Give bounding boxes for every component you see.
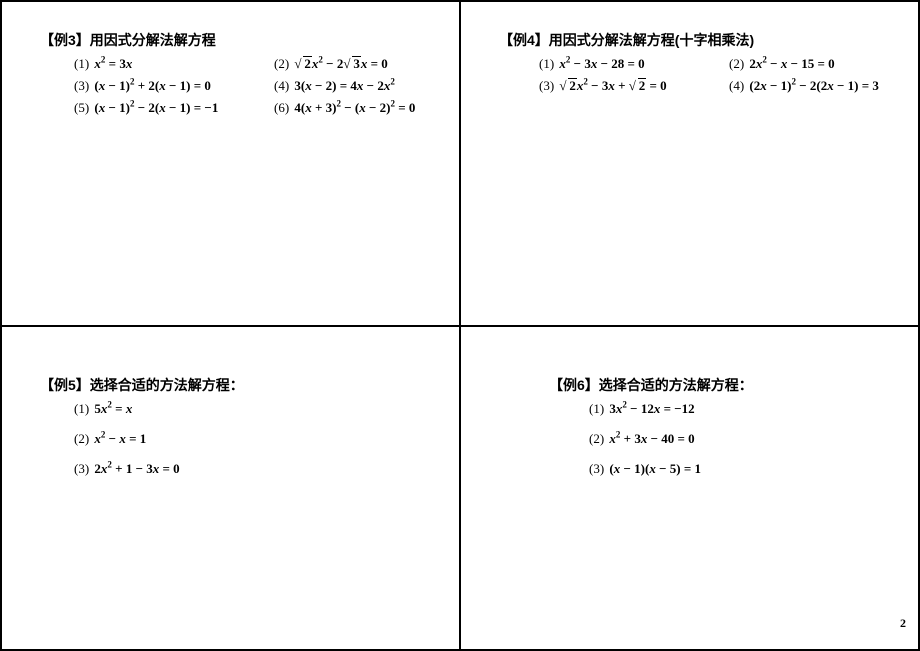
eq-row: (3) 2x2 − 3x + 2 = 0 (4) (2x − 1)2 − 2(2… xyxy=(539,76,898,96)
example-5-cell: 【例5】选择合适的方法解方程： (1) 5x2 = x (2) x2 − x =… xyxy=(2,326,460,650)
eq: (1) x2 = 3x xyxy=(74,54,274,74)
example-5-equations: (1) 5x2 = x (2) x2 − x = 1 (3) 2x2 + 1 −… xyxy=(40,399,439,479)
eq: (4) (2x − 1)2 − 2(2x − 1) = 3 xyxy=(729,76,879,96)
example-3-equations: (1) x2 = 3x (2) 2x2 − 23x = 0 (3) (x − 1… xyxy=(40,54,439,118)
eq-row: (3) (x − 1)(x − 5) = 1 xyxy=(589,459,898,479)
eq-row: (3) (x − 1)2 + 2(x − 1) = 0 (4) 3(x − 2)… xyxy=(74,76,439,96)
eq-row: (1) 3x2 − 12x = −12 xyxy=(589,399,898,419)
eq: (3) (x − 1)2 + 2(x − 1) = 0 xyxy=(74,76,274,96)
eq: (2) 2x2 − x − 15 = 0 xyxy=(729,54,835,74)
eq-row: (1) x2 − 3x − 28 = 0 (2) 2x2 − x − 15 = … xyxy=(539,54,898,74)
eq: (1) 5x2 = x xyxy=(74,399,132,419)
eq: (1) x2 − 3x − 28 = 0 xyxy=(539,54,729,74)
example-6-equations: (1) 3x2 − 12x = −12 (2) x2 + 3x − 40 = 0… xyxy=(499,399,898,479)
eq-row: (5) (x − 1)2 − 2(x − 1) = −1 (6) 4(x + 3… xyxy=(74,98,439,118)
eq: (2) x2 + 3x − 40 = 0 xyxy=(589,429,695,449)
eq: (2) 2x2 − 23x = 0 xyxy=(274,54,388,74)
example-6-cell: 【例6】选择合适的方法解方程： (1) 3x2 − 12x = −12 (2) … xyxy=(460,326,918,650)
example-4-cell: 【例4】用因式分解法解方程(十字相乘法) (1) x2 − 3x − 28 = … xyxy=(460,2,918,326)
eq: (3) 2x2 + 1 − 3x = 0 xyxy=(74,459,180,479)
example-3-cell: 【例3】用因式分解法解方程 (1) x2 = 3x (2) 2x2 − 23x … xyxy=(2,2,460,326)
eq: (3) 2x2 − 3x + 2 = 0 xyxy=(539,76,729,96)
eq-row: (1) 5x2 = x xyxy=(74,399,439,419)
worksheet-page: 【例3】用因式分解法解方程 (1) x2 = 3x (2) 2x2 − 23x … xyxy=(0,0,920,651)
eq-row: (2) x2 + 3x − 40 = 0 xyxy=(589,429,898,449)
eq-row: (2) x2 − x = 1 xyxy=(74,429,439,449)
eq-row: (3) 2x2 + 1 − 3x = 0 xyxy=(74,459,439,479)
page-number: 2 xyxy=(900,616,906,631)
eq: (4) 3(x − 2) = 4x − 2x2 xyxy=(274,76,395,96)
eq: (6) 4(x + 3)2 − (x − 2)2 = 0 xyxy=(274,98,415,118)
eq: (5) (x − 1)2 − 2(x − 1) = −1 xyxy=(74,98,274,118)
eq-row: (1) x2 = 3x (2) 2x2 − 23x = 0 xyxy=(74,54,439,74)
eq: (3) (x − 1)(x − 5) = 1 xyxy=(589,459,701,479)
example-5-title: 【例5】选择合适的方法解方程： xyxy=(40,375,439,395)
example-3-title: 【例3】用因式分解法解方程 xyxy=(40,30,439,50)
eq: (1) 3x2 − 12x = −12 xyxy=(589,399,695,419)
eq: (2) x2 − x = 1 xyxy=(74,429,146,449)
example-6-title: 【例6】选择合适的方法解方程： xyxy=(499,375,898,395)
example-4-title: 【例4】用因式分解法解方程(十字相乘法) xyxy=(499,30,898,50)
example-4-equations: (1) x2 − 3x − 28 = 0 (2) 2x2 − x − 15 = … xyxy=(499,54,898,96)
